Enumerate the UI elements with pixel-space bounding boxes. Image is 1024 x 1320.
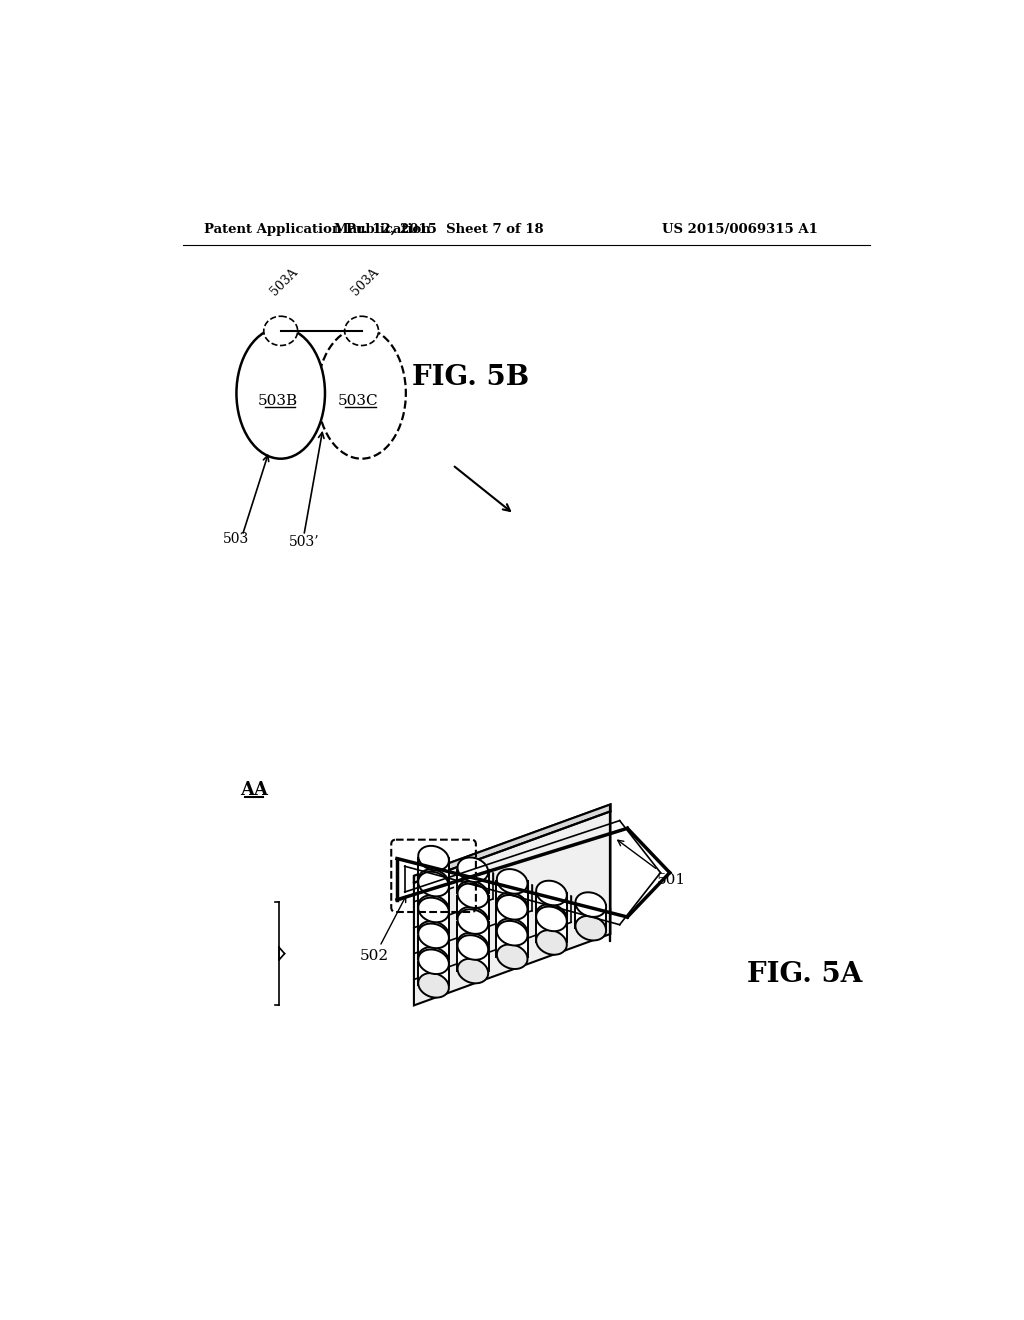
Polygon shape <box>414 804 610 1006</box>
Polygon shape <box>418 909 450 933</box>
Ellipse shape <box>418 846 449 870</box>
Polygon shape <box>418 962 450 985</box>
Text: FIG. 5B: FIG. 5B <box>412 364 528 391</box>
Ellipse shape <box>575 892 606 917</box>
Ellipse shape <box>418 946 449 972</box>
Ellipse shape <box>497 869 527 894</box>
Text: 502: 502 <box>360 896 406 964</box>
Text: 503’: 503’ <box>289 535 319 549</box>
Text: FIG. 5A: FIG. 5A <box>746 961 862 989</box>
Ellipse shape <box>497 921 527 945</box>
Ellipse shape <box>345 317 379 346</box>
Text: AA: AA <box>240 781 267 799</box>
Ellipse shape <box>458 935 488 960</box>
Polygon shape <box>536 894 567 916</box>
Ellipse shape <box>317 327 406 459</box>
Polygon shape <box>418 936 450 960</box>
Polygon shape <box>536 919 567 942</box>
Ellipse shape <box>418 871 449 896</box>
Ellipse shape <box>458 858 488 882</box>
Polygon shape <box>497 882 528 906</box>
Text: US 2015/0069315 A1: US 2015/0069315 A1 <box>662 223 818 236</box>
Ellipse shape <box>237 327 325 459</box>
Polygon shape <box>457 921 488 945</box>
Text: 501: 501 <box>617 841 686 887</box>
Polygon shape <box>457 870 488 894</box>
Polygon shape <box>414 804 610 883</box>
Ellipse shape <box>418 973 449 998</box>
Ellipse shape <box>418 898 449 923</box>
Ellipse shape <box>537 904 567 929</box>
Polygon shape <box>457 948 488 972</box>
Polygon shape <box>418 884 450 908</box>
Text: 503C: 503C <box>338 393 379 408</box>
Ellipse shape <box>458 883 488 908</box>
Ellipse shape <box>418 870 449 894</box>
Text: 503A: 503A <box>349 265 382 298</box>
Ellipse shape <box>458 907 488 932</box>
Text: 503B: 503B <box>258 393 298 408</box>
Ellipse shape <box>418 921 449 946</box>
Polygon shape <box>575 904 606 928</box>
Polygon shape <box>497 907 528 931</box>
Ellipse shape <box>497 944 527 969</box>
Ellipse shape <box>458 933 488 957</box>
Ellipse shape <box>458 909 488 933</box>
Ellipse shape <box>497 892 527 917</box>
Polygon shape <box>457 896 488 919</box>
Ellipse shape <box>418 895 449 920</box>
Text: 503: 503 <box>223 532 249 546</box>
Ellipse shape <box>458 880 488 906</box>
Ellipse shape <box>537 880 567 906</box>
Polygon shape <box>497 933 528 957</box>
Ellipse shape <box>497 919 527 942</box>
Text: Mar. 12, 2015  Sheet 7 of 18: Mar. 12, 2015 Sheet 7 of 18 <box>334 223 544 236</box>
Ellipse shape <box>497 895 527 920</box>
Ellipse shape <box>418 924 449 948</box>
Ellipse shape <box>458 958 488 983</box>
Ellipse shape <box>575 916 606 940</box>
Ellipse shape <box>418 949 449 974</box>
Ellipse shape <box>537 907 567 931</box>
Text: 503A: 503A <box>268 265 301 298</box>
Polygon shape <box>418 858 450 882</box>
Ellipse shape <box>537 931 567 954</box>
Ellipse shape <box>264 317 298 346</box>
Text: Patent Application Publication: Patent Application Publication <box>204 223 430 236</box>
